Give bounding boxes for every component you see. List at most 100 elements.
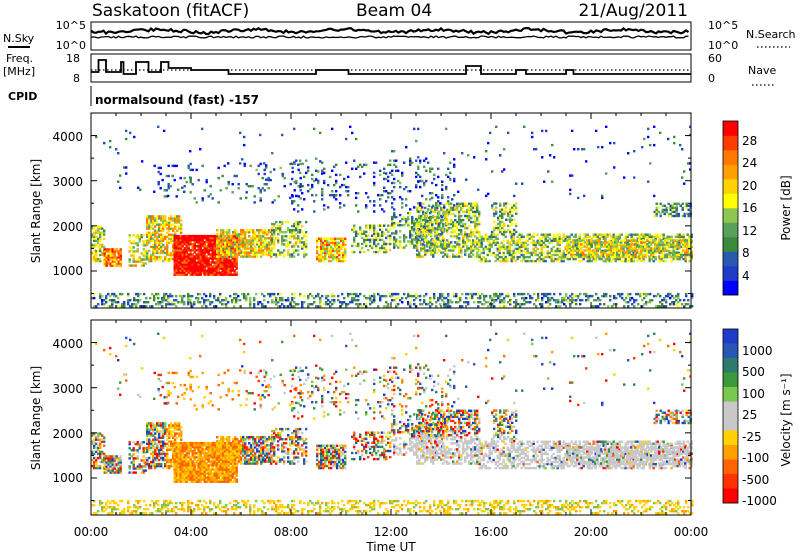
power-cell (189, 267, 192, 270)
power-cell (501, 214, 504, 217)
power-cell (152, 247, 155, 251)
power-cell (231, 236, 234, 240)
power-cell (516, 241, 519, 244)
power-cell (638, 233, 641, 236)
power-cell (149, 296, 152, 300)
power-cell (425, 292, 428, 296)
power-cell (355, 204, 358, 207)
power-cell (503, 230, 506, 234)
power-cell (335, 190, 338, 193)
power-cell (504, 255, 507, 259)
power-cell (264, 229, 267, 232)
power-cell (499, 214, 502, 217)
power-cell (340, 251, 343, 255)
power-cell (682, 249, 685, 252)
power-cell (515, 206, 518, 209)
power-cell (95, 239, 98, 242)
power-cell (602, 237, 605, 240)
power-cell (277, 249, 280, 252)
power-cell (226, 233, 229, 236)
power-cell (237, 183, 240, 186)
power-cell (680, 251, 683, 254)
power-cell (231, 257, 234, 260)
power-cell (179, 273, 182, 276)
power-cell (600, 249, 603, 253)
power-cell (686, 253, 689, 257)
power-cell (257, 187, 260, 190)
power-cell (321, 169, 324, 172)
power-cell (418, 206, 421, 210)
power-cell (258, 229, 261, 232)
power-cell (614, 257, 617, 261)
power-cell (499, 230, 502, 234)
power-cell (630, 245, 633, 248)
power-cell (515, 299, 518, 302)
power-cell (448, 202, 451, 205)
power-cell (383, 294, 386, 298)
power-cell (289, 303, 292, 306)
power-cell (266, 245, 269, 248)
power-cell (331, 190, 334, 193)
power-cell (662, 253, 665, 256)
power-cell (344, 251, 347, 255)
power-cell (432, 243, 435, 246)
power-cell (361, 305, 364, 308)
power-cell (148, 237, 151, 240)
power-cell (556, 253, 559, 257)
power-cell (524, 245, 527, 249)
power-cell (632, 257, 635, 261)
power-cell (197, 236, 200, 240)
power-cell (244, 247, 247, 250)
power-cell (604, 249, 607, 252)
power-cell (99, 249, 102, 253)
power-cell (228, 241, 231, 244)
power-cell (446, 214, 449, 218)
power-cell (629, 299, 632, 302)
power-cell (460, 218, 463, 222)
power-cell (626, 259, 629, 263)
power-cell (542, 251, 545, 255)
power-cell (480, 243, 483, 247)
power-cell (490, 235, 493, 238)
power-cell (334, 249, 337, 253)
power-cell (260, 229, 263, 232)
power-cell (670, 235, 673, 238)
power-cell (237, 187, 240, 190)
power-cell (585, 299, 588, 302)
power-cell (157, 296, 160, 300)
power-cell (565, 292, 568, 296)
power-cell (134, 260, 137, 263)
power-cell (428, 243, 431, 246)
power-cell (427, 303, 430, 306)
power-cell (331, 169, 334, 172)
power-cell (683, 299, 686, 302)
power-cell (191, 234, 194, 238)
power-cell (576, 251, 579, 254)
power-cell (291, 305, 294, 308)
power-cell (180, 227, 183, 230)
power-cell (558, 235, 561, 238)
power-cell (233, 259, 236, 262)
power-cell (539, 292, 542, 296)
power-cell (389, 228, 392, 231)
power-cell (307, 303, 310, 306)
power-cell (598, 247, 601, 250)
power-cell (340, 259, 343, 263)
power-cell (640, 235, 643, 238)
power-cell (264, 253, 267, 256)
power-cell (271, 292, 274, 296)
power-cell (209, 236, 212, 240)
power-cell (596, 235, 599, 238)
power-cell (369, 226, 372, 229)
power-cell (115, 248, 118, 251)
power-cell (667, 202, 670, 205)
power-cell (131, 303, 134, 306)
power-cell (383, 224, 386, 227)
power-cell (119, 252, 122, 255)
power-cell (218, 239, 221, 242)
power-cell (260, 253, 263, 256)
power-cell (596, 233, 599, 236)
power-cell (499, 292, 502, 296)
power-cell (626, 233, 629, 236)
power-cell (326, 245, 329, 249)
